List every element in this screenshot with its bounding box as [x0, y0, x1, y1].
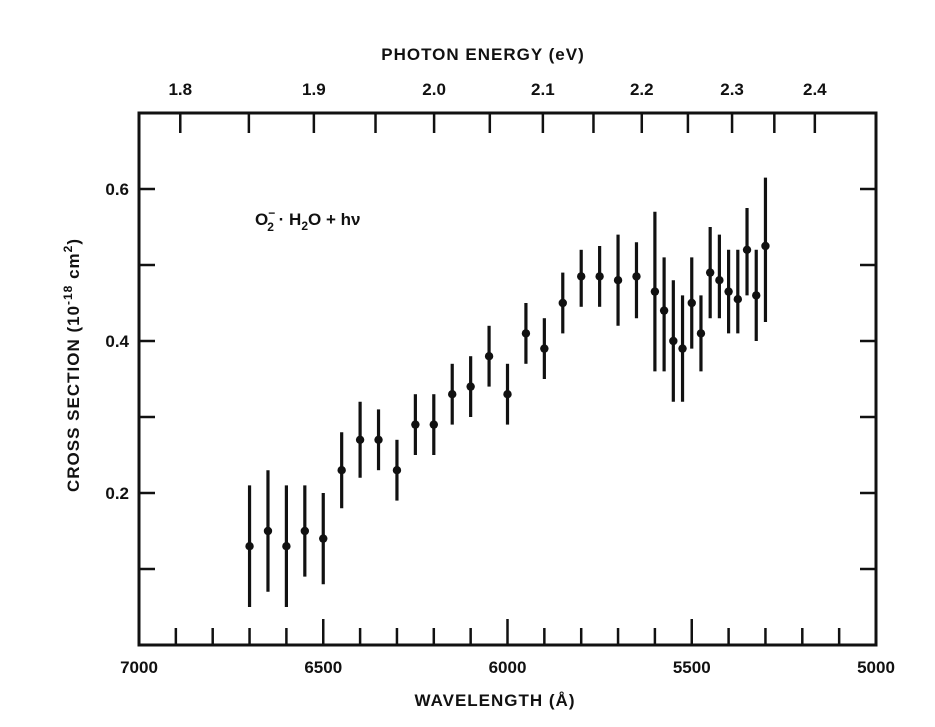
data-point	[558, 298, 567, 308]
data-point	[761, 241, 770, 251]
top-tick-label: 2.2	[630, 80, 654, 99]
data-points	[245, 177, 770, 607]
tick-labels: 7000 6500 6000 5500 5000 1.8 1.9 2.0 2.1 2.2 2.3 2.…	[105, 80, 895, 677]
y-tick-label: 0.4	[105, 332, 129, 351]
data-point	[724, 287, 733, 296]
top-tick-label: 2.1	[531, 80, 555, 99]
annotation-o-sub: 2	[267, 220, 274, 234]
top-axis-label: PHOTON ENERGY (eV)	[381, 45, 584, 64]
y-axis-label-unitexp: 2	[61, 245, 75, 253]
annotation-h-sub: 2	[301, 219, 308, 233]
top-tick-label: 1.9	[302, 80, 326, 99]
data-point	[392, 466, 402, 475]
x-tick-label: 5500	[673, 658, 711, 677]
data-point	[355, 435, 365, 444]
x-tick-label: 5000	[857, 658, 895, 677]
y-axis-label-unit: cm	[64, 252, 83, 284]
axis-ticks	[137, 113, 878, 645]
data-point	[632, 272, 641, 281]
data-point	[659, 306, 669, 315]
data-point	[263, 526, 273, 536]
annotation-rest: · H	[274, 210, 301, 229]
data-point	[687, 298, 696, 308]
data-point	[669, 336, 678, 346]
data-point	[742, 245, 752, 254]
data-point	[752, 291, 761, 300]
data-point	[595, 272, 604, 281]
y-axis-label: CROSS SECTION (10-18 cm2)	[61, 238, 83, 492]
x-axis-label: WAVELENGTH (Å)	[414, 691, 575, 710]
data-point	[715, 276, 724, 285]
data-point	[705, 268, 715, 277]
top-tick-label: 1.8	[168, 80, 192, 99]
data-point	[411, 420, 420, 429]
y-tick-label: 0.2	[105, 484, 129, 503]
top-tick-label: 2.0	[422, 80, 446, 99]
data-point	[319, 534, 328, 543]
data-point	[429, 420, 438, 429]
annotation-o: O	[255, 210, 268, 229]
data-point	[577, 272, 586, 281]
data-point	[650, 287, 660, 296]
data-point	[503, 390, 512, 399]
data-point	[696, 329, 706, 338]
x-tick-label: 7000	[120, 658, 158, 677]
x-tick-label: 6000	[489, 658, 527, 677]
y-axis-label-close: )	[64, 238, 83, 245]
data-point	[282, 542, 291, 551]
x-tick-label: 6500	[304, 658, 342, 677]
data-point	[521, 329, 531, 338]
data-point	[448, 390, 457, 399]
top-tick-label: 2.3	[720, 80, 744, 99]
data-point	[484, 352, 494, 361]
y-axis-label-exp: -18	[61, 285, 75, 305]
data-point	[374, 435, 383, 444]
data-point	[337, 466, 346, 475]
data-point	[300, 526, 310, 536]
annotation-o-sup: −	[268, 206, 275, 220]
annotation-tail: O + hν	[308, 210, 360, 229]
reaction-annotation: O− 2 · H2O + hν	[255, 206, 360, 234]
data-point	[613, 276, 623, 285]
data-point	[466, 382, 475, 391]
y-axis-label-main: CROSS SECTION (10	[64, 305, 83, 492]
y-tick-label: 0.6	[105, 180, 129, 199]
top-tick-label: 2.4	[803, 80, 827, 99]
data-point	[540, 344, 549, 353]
data-point	[678, 344, 687, 353]
data-point	[245, 542, 254, 551]
data-point	[733, 295, 743, 304]
